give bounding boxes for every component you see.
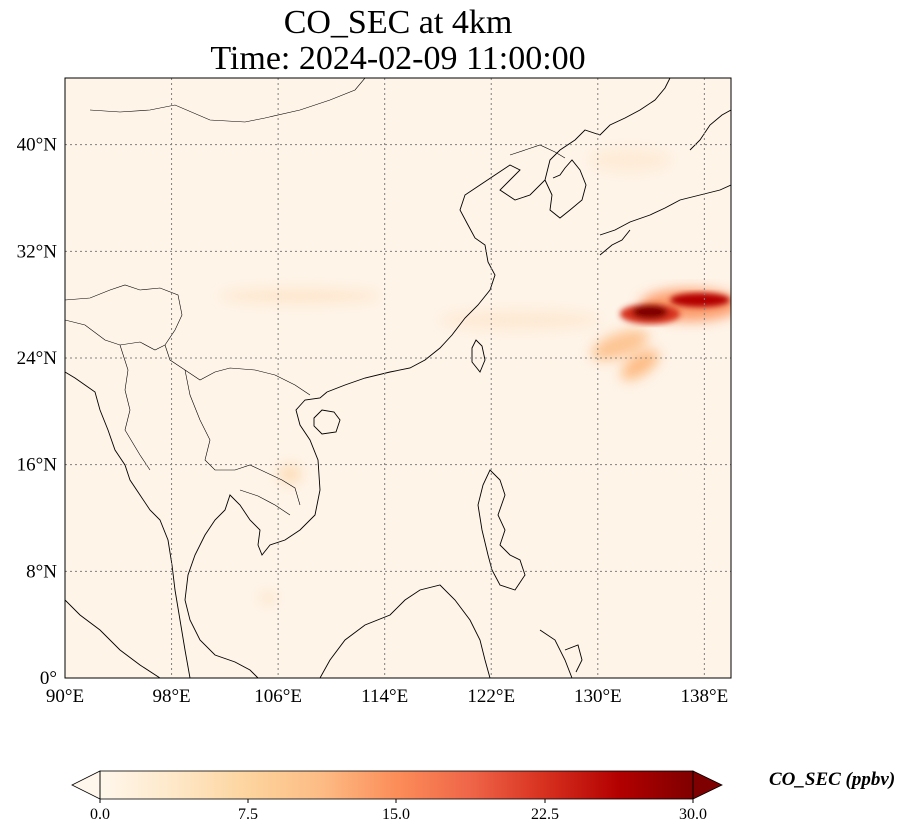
map-background [65, 78, 731, 678]
lat-tick-label: 16°N [17, 455, 58, 476]
lat-tick-label: 40°N [17, 135, 58, 156]
map-frame [64, 77, 732, 679]
lon-tick-label: 138°E [681, 686, 729, 707]
colorbar-gradient [100, 771, 693, 799]
colorbar-extend-min [71, 770, 101, 800]
lon-tick-label: 98°E [152, 686, 190, 707]
co-field-faint [220, 148, 670, 604]
colorbar-tick-label: 15.0 [382, 806, 410, 823]
colorbar-extend-max [692, 770, 723, 800]
colorbar-tick-marks [99, 799, 694, 803]
gridlines [65, 78, 731, 678]
colorbar-tick-label: 0.0 [90, 806, 110, 823]
longitude-tick-labels: 90°E 98°E 106°E 114°E 122°E 130°E 138°E [46, 686, 728, 707]
map-title: CO_SEC at 4km [283, 4, 513, 41]
lon-tick-label: 90°E [46, 686, 84, 707]
country-borders [65, 78, 566, 516]
colorbar-tick-label: 22.5 [531, 806, 559, 823]
colorbar-label: CO_SEC (ppbv) [769, 769, 896, 790]
lon-tick-label: 122°E [467, 686, 515, 707]
lat-tick-label: 0° [40, 668, 57, 689]
lon-tick-label: 106°E [254, 686, 302, 707]
lat-tick-label: 32°N [17, 241, 58, 262]
colorbar-tick-label: 30.0 [679, 806, 707, 823]
lat-tick-label: 24°N [17, 348, 58, 369]
co-plume [591, 289, 731, 381]
lat-tick-label: 8°N [26, 561, 57, 582]
lon-tick-label: 114°E [361, 686, 408, 707]
colorbar [71, 770, 723, 803]
latitude-tick-labels: 0° 8°N 16°N 24°N 32°N 40°N [17, 135, 58, 689]
map-subtitle-time: Time: 2024-02-09 11:00:00 [210, 40, 586, 77]
lon-tick-label: 130°E [574, 686, 622, 707]
colorbar-tick-label: 7.5 [238, 806, 258, 823]
